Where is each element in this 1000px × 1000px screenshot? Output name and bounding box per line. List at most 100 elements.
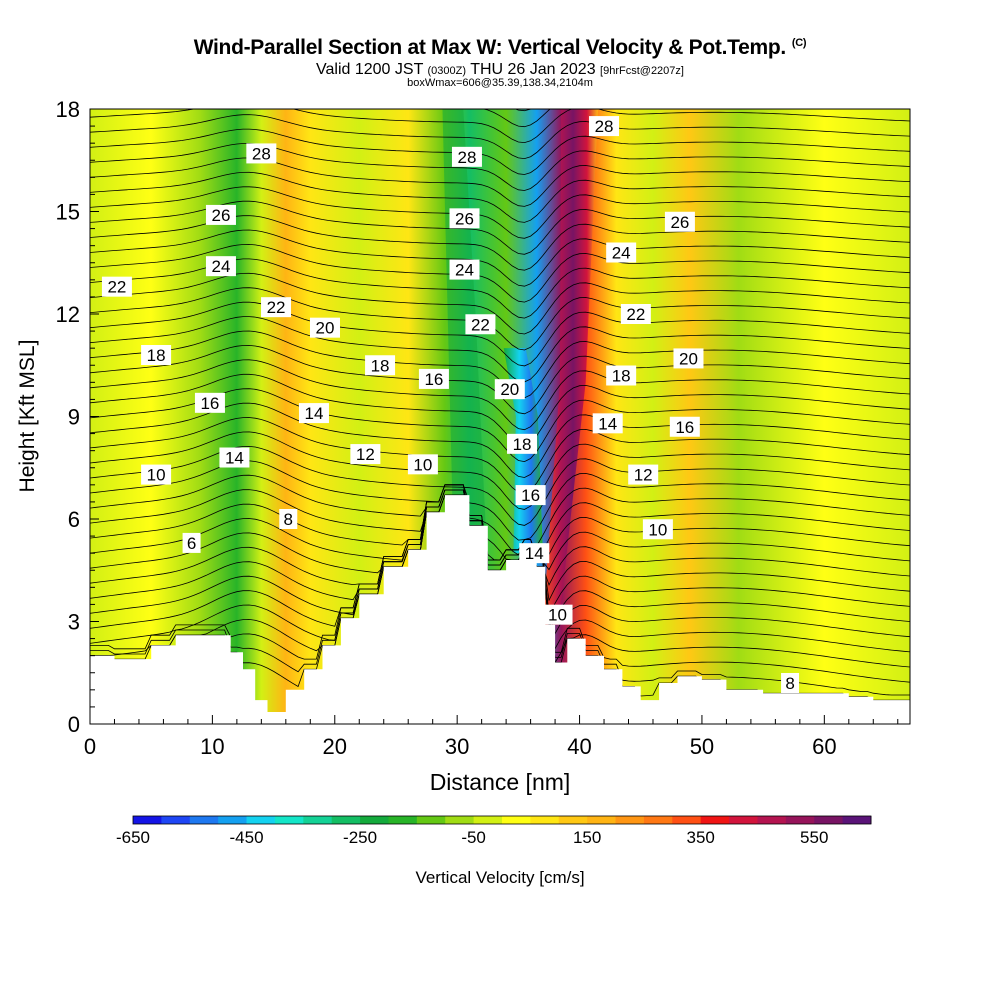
theta-contour-line bbox=[90, 272, 910, 335]
y-tick-label: 6 bbox=[68, 507, 80, 532]
y-tick-label: 12 bbox=[56, 302, 80, 327]
contour-label: 28 bbox=[589, 116, 620, 137]
x-tick-label: 50 bbox=[690, 734, 714, 759]
contour-label: 16 bbox=[194, 392, 225, 413]
contour-label: 22 bbox=[465, 314, 496, 335]
contour-label: 26 bbox=[449, 208, 480, 229]
contour-label: 28 bbox=[451, 146, 482, 167]
contour-label: 14 bbox=[592, 413, 623, 434]
colorbar-swatch bbox=[388, 816, 418, 824]
colorbar-swatch bbox=[360, 816, 389, 824]
x-tick-label: 10 bbox=[200, 734, 224, 759]
x-tick-label: 0 bbox=[84, 734, 96, 759]
box-info: boxWmax=606@35.39,138.34,2104m bbox=[407, 77, 593, 89]
contour-label-text: 26 bbox=[455, 209, 474, 228]
contour-label: 24 bbox=[205, 256, 236, 277]
theta-contour-line bbox=[90, 186, 910, 239]
theta-contour-line bbox=[90, 243, 910, 303]
colorbar-swatch bbox=[133, 816, 162, 824]
x-tick-label: 20 bbox=[323, 734, 347, 759]
contour-label: 18 bbox=[141, 345, 172, 365]
contour-label: 14 bbox=[519, 543, 550, 564]
colorbar-swatch bbox=[842, 816, 872, 824]
contour-label: 12 bbox=[628, 464, 659, 485]
colorbar-swatch bbox=[530, 816, 560, 824]
colorbar-swatch bbox=[274, 816, 304, 824]
contour-label: 14 bbox=[298, 403, 329, 424]
contour-label: 24 bbox=[449, 259, 480, 280]
valid-date: THU 26 Jan 2023 bbox=[470, 61, 596, 78]
colorbar-swatch bbox=[303, 816, 333, 824]
theta-contour-line bbox=[514, 109, 532, 112]
x-tick-label: 60 bbox=[812, 734, 836, 759]
contour-label-text: 14 bbox=[598, 414, 617, 433]
contour-label-text: 14 bbox=[305, 404, 324, 423]
contour-label-text: 14 bbox=[225, 449, 244, 468]
colorbar-swatch bbox=[416, 816, 446, 824]
contour-label: 14 bbox=[219, 447, 250, 468]
contour-label: 20 bbox=[494, 379, 525, 400]
theta-contour-line bbox=[481, 109, 551, 128]
theta-contour-line bbox=[90, 157, 910, 207]
colorbar-swatch bbox=[643, 816, 673, 824]
theta-contour-line bbox=[90, 474, 910, 556]
colorbar-tick-label: -450 bbox=[230, 828, 264, 847]
colorbar-tick-label: -650 bbox=[116, 828, 150, 847]
colorbar-swatch bbox=[246, 816, 276, 824]
plot-area: 28 26 24 22 22 20 18 18 16 16 14 14 12 10 10 8 6 28 26 24 22… bbox=[90, 43, 910, 724]
y-axis: 0 3 6 9 12 15 18 bbox=[56, 97, 99, 737]
contour-label-text: 18 bbox=[371, 356, 390, 375]
colorbar-tick-label: 350 bbox=[687, 828, 715, 847]
contour-label-text: 10 bbox=[413, 455, 432, 474]
y-axis-label: Height [Kft MSL] bbox=[16, 340, 39, 493]
contour-label-text: 22 bbox=[471, 315, 490, 334]
theta-contour-line bbox=[90, 143, 910, 191]
x-tick-label: 40 bbox=[567, 734, 591, 759]
contour-label-text: 12 bbox=[356, 445, 375, 464]
contour-label-text: 22 bbox=[107, 278, 126, 297]
contour-label: 8 bbox=[279, 509, 298, 529]
colorbar-swatch bbox=[331, 816, 361, 824]
theta-contour-line bbox=[90, 316, 910, 383]
contour-label-text: 20 bbox=[316, 319, 335, 338]
contour-label-text: 14 bbox=[525, 544, 544, 563]
colorbar-tick-label: -250 bbox=[343, 828, 377, 847]
y-tick-label: 3 bbox=[68, 610, 80, 635]
colorbar: -650 -450 -250 -50 150 350 550 bbox=[116, 815, 872, 847]
chart-title-text: Wind-Parallel Section at Max W: Vertical… bbox=[193, 36, 787, 59]
contour-label: 10 bbox=[141, 464, 172, 485]
contour-label: 10 bbox=[407, 454, 438, 475]
colorbar-label: Vertical Velocity [cm/s] bbox=[415, 868, 585, 887]
contour-label: 20 bbox=[673, 348, 704, 369]
theta-contour-line bbox=[90, 489, 910, 571]
theta-contour-line bbox=[90, 287, 910, 351]
contour-label-text: 18 bbox=[147, 346, 166, 365]
colorbar-frame bbox=[132, 815, 872, 825]
contour-label-text: 22 bbox=[267, 298, 286, 317]
chart-subtitle: Valid 1200 JST (0300Z) THU 26 Jan 2023 [… bbox=[0, 61, 1000, 79]
contour-label: 18 bbox=[507, 433, 538, 454]
contour-label-text: 18 bbox=[612, 367, 631, 386]
contour-label: 10 bbox=[642, 519, 673, 540]
theta-contour-line bbox=[90, 373, 910, 447]
colorbar-swatch bbox=[700, 816, 730, 824]
chart-title: Wind-Parallel Section at Max W: Vertical… bbox=[0, 36, 1000, 60]
contour-label-text: 18 bbox=[513, 435, 532, 454]
contour-label: 24 bbox=[606, 242, 637, 263]
contour-label-text: 16 bbox=[424, 370, 443, 389]
contour-label-text: 24 bbox=[211, 257, 230, 276]
colorbar-swatch bbox=[161, 816, 191, 824]
theta-contour-line bbox=[90, 43, 910, 79]
y-tick-label: 15 bbox=[56, 200, 80, 225]
contour-label: 28 bbox=[246, 143, 277, 164]
contour-label: 6 bbox=[182, 532, 201, 553]
contour-label-text: 16 bbox=[675, 418, 694, 437]
y-tick-label: 9 bbox=[68, 405, 80, 430]
colorbar-swatch bbox=[502, 816, 531, 824]
contour-label: 18 bbox=[606, 365, 637, 386]
contour-label: 26 bbox=[664, 211, 695, 232]
contour-label-text: 20 bbox=[500, 380, 519, 399]
theta-contour-line bbox=[90, 431, 910, 510]
colorbar-swatch bbox=[729, 816, 758, 824]
